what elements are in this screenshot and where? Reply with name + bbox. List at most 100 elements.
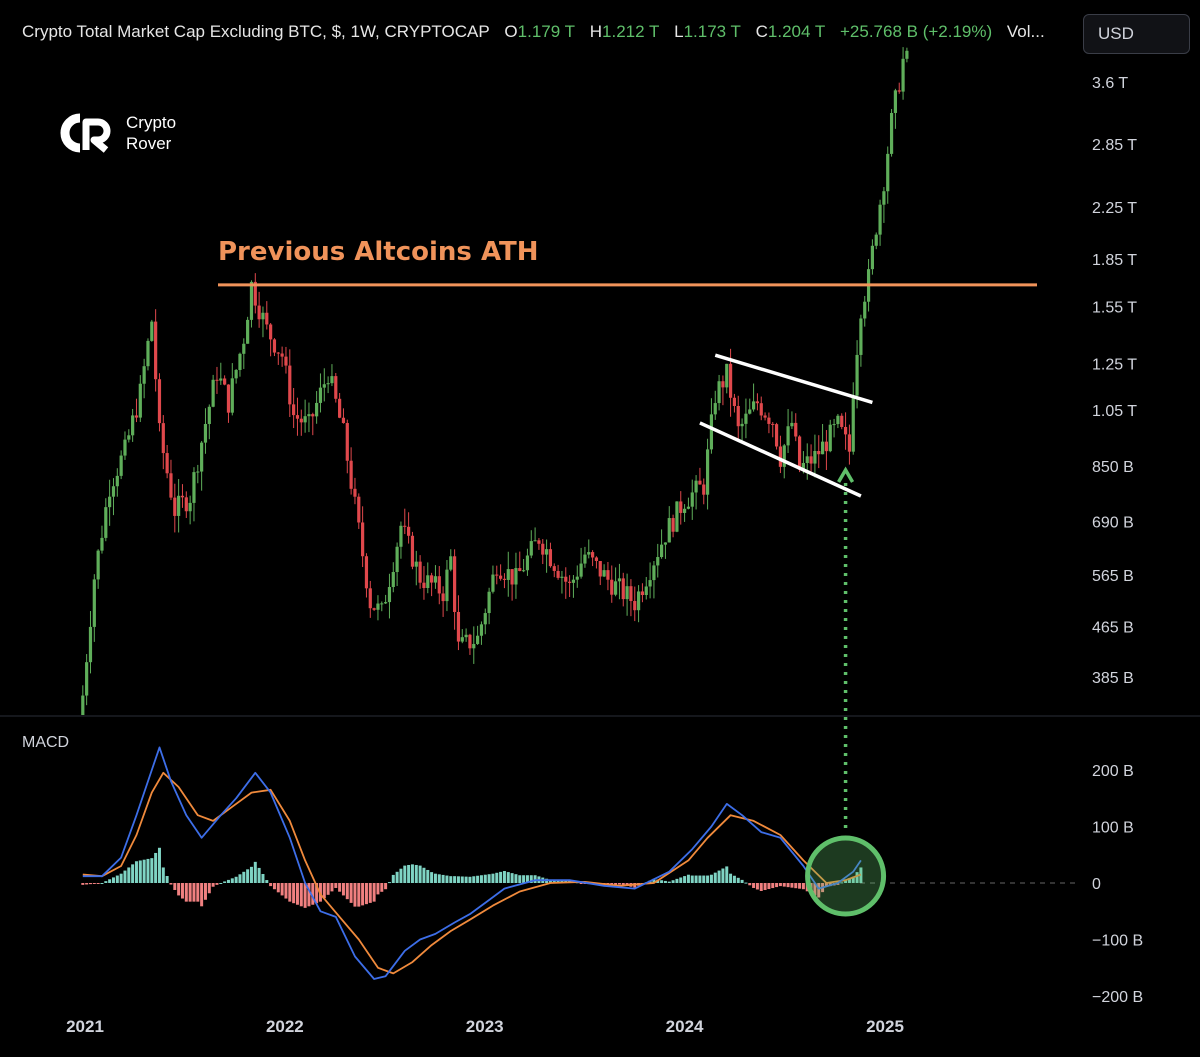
macd-histogram-bar [663,880,667,883]
candle [495,565,499,585]
macd-histogram-bar [510,873,514,883]
macd-cross-highlight [805,835,887,917]
candle [874,232,878,250]
macd-histogram-bar [652,878,656,883]
macd-histogram-bar [257,867,261,883]
candle [154,309,158,392]
macd-histogram-bar [330,883,334,892]
macd-histogram-bar [472,876,476,883]
candle [483,608,487,635]
macd-histogram-bar [667,881,671,883]
macd-histogram-bar [226,879,230,883]
candle [131,408,135,442]
macd-histogram-bar [108,879,112,883]
candle [636,585,641,623]
macd-histogram-bar [798,883,802,889]
macd-title: MACD [22,734,69,751]
candle [177,479,181,533]
candle [702,478,706,505]
candle [897,82,901,94]
candle [85,654,89,706]
candle [311,412,315,436]
price-pane: Previous Altcoins ATH [81,47,1037,828]
macd-histogram-bar [709,874,713,883]
macd-histogram-bar [384,883,388,890]
candle [472,626,476,664]
volume-label[interactable]: Vol... [1006,22,1045,41]
candle [771,421,775,438]
macd-histogram-bar [249,866,253,883]
macd-histogram-bar [288,883,292,902]
candle [180,484,185,508]
macd-histogram-bar [683,876,687,883]
macd-tick-label: 200 B [1092,763,1134,780]
candle [659,529,664,559]
candle [537,538,541,550]
currency-button[interactable]: USD [1083,14,1190,54]
candle [169,459,173,501]
candle [671,514,675,538]
macd-histogram-bar [729,873,733,883]
macd-histogram-bar [157,847,161,883]
candle [96,549,100,589]
candle [219,362,223,385]
candle [832,418,836,438]
candle [334,372,338,403]
candle [249,280,254,328]
macd-histogram-bar [476,875,480,883]
macd-histogram-bar [468,876,472,883]
macd-histogram-bar [150,858,154,883]
candle [265,301,269,330]
candle [460,629,464,644]
open-value: 1.179 T [517,22,575,41]
macd-histogram-bar [794,883,798,889]
macd-histogram-bar [702,875,706,883]
candle [794,413,798,442]
signal-line [82,771,862,975]
candle [441,586,445,617]
candle [590,550,595,567]
macd-tick-label: 100 B [1092,820,1134,837]
macd-histogram-bar [88,883,92,885]
macd-histogram-bar [851,876,855,883]
macd-histogram-bar [533,875,537,883]
macd-histogram-bar [272,883,276,890]
candle [805,443,809,480]
candle [560,570,564,594]
candle [790,411,794,429]
candle [184,491,188,518]
candle [552,563,556,578]
candle [464,628,468,642]
price-tick-label: 1.55 T [1092,299,1137,316]
logo: Crypto Rover [56,112,176,154]
macd-histogram-bar [610,883,614,885]
macd-histogram-bar [96,883,100,884]
candle [767,412,771,434]
macd-histogram-bar [246,869,250,883]
macd-histogram-bar [192,883,196,902]
ath-annotation: Previous Altcoins ATH [218,237,539,267]
macd-histogram-bar [334,883,338,888]
macd-histogram-bar [361,883,365,906]
candle [391,562,395,593]
macd-histogram-bar [514,874,518,883]
macd-histogram-bar [506,872,510,883]
candle [836,413,840,429]
macd-histogram-bar [322,883,326,899]
candle [456,595,461,651]
candle [453,549,457,630]
candle [809,444,813,475]
macd-histogram-bar [464,876,468,883]
macd-histogram-bar [445,875,449,883]
candle [410,531,415,570]
candle [157,373,162,432]
macd-histogram-bar [740,879,744,883]
candle [230,363,234,416]
candle [288,349,292,417]
macd-histogram-bar [211,883,215,887]
candle [303,399,307,433]
price-tick-label: 565 B [1092,568,1134,585]
low-value: 1.173 T [683,22,741,41]
macd-histogram-bar [380,883,384,892]
